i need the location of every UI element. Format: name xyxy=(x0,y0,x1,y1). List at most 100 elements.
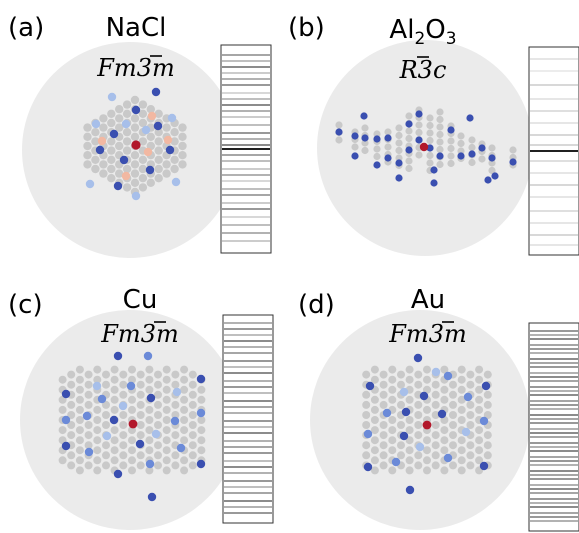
atom-outer-shell xyxy=(141,125,151,135)
atom xyxy=(93,375,102,384)
atom xyxy=(414,370,423,379)
atom-first-shell xyxy=(405,120,413,128)
atom xyxy=(431,390,440,399)
atom xyxy=(75,456,84,465)
atom xyxy=(405,426,414,435)
atom xyxy=(370,395,379,404)
atom xyxy=(370,405,379,414)
atom xyxy=(119,370,128,379)
atom xyxy=(138,155,148,164)
atom xyxy=(457,365,466,374)
atom xyxy=(162,375,171,384)
atom xyxy=(379,461,388,470)
atom xyxy=(84,370,93,379)
panel-b-barcode xyxy=(530,58,578,246)
atom xyxy=(154,155,163,164)
center-atom xyxy=(419,142,429,152)
atom xyxy=(457,446,466,455)
atom xyxy=(154,411,162,419)
atom xyxy=(414,400,423,409)
atom xyxy=(431,411,440,419)
atom xyxy=(128,365,136,374)
atom xyxy=(171,461,180,470)
atom-second-shell xyxy=(97,394,107,404)
atom xyxy=(361,124,369,132)
atom xyxy=(130,169,140,178)
panel-c-label: (c) xyxy=(8,290,43,320)
atom xyxy=(136,411,145,419)
atom xyxy=(145,426,154,435)
atom xyxy=(145,385,154,394)
atom-first-shell xyxy=(415,136,423,144)
center-atom xyxy=(128,419,138,429)
atom xyxy=(99,114,108,123)
atom xyxy=(431,380,440,389)
atom xyxy=(483,441,492,450)
atom xyxy=(423,436,431,445)
atom xyxy=(388,375,397,384)
atom xyxy=(379,390,388,399)
atom-first-shell xyxy=(466,114,474,122)
atom xyxy=(154,174,163,183)
atom xyxy=(468,158,476,167)
atom xyxy=(180,456,189,465)
atom xyxy=(405,375,414,384)
atom xyxy=(388,466,397,475)
atom xyxy=(107,155,116,164)
atom xyxy=(130,132,140,141)
atom xyxy=(138,164,148,174)
atom xyxy=(440,385,449,394)
atom xyxy=(395,131,403,140)
atom-outer-shell xyxy=(171,177,181,187)
atom xyxy=(102,411,110,419)
atom xyxy=(75,385,84,394)
atom-first-shell xyxy=(384,154,392,162)
atom xyxy=(75,436,84,445)
atom-first-shell xyxy=(145,165,155,175)
panel-c-atoms xyxy=(58,351,206,502)
atom xyxy=(107,109,116,119)
atom-first-shell xyxy=(365,381,375,391)
atom xyxy=(436,160,444,169)
panel-a: (a) NaCl Fm3m xyxy=(8,13,272,258)
atom xyxy=(170,128,179,137)
atom-first-shell xyxy=(113,351,123,361)
atom xyxy=(154,370,162,379)
atom xyxy=(107,137,116,146)
center-atom xyxy=(422,420,432,430)
atom xyxy=(379,421,388,429)
panel-c: (c) Cu Fm3m xyxy=(8,285,274,530)
atom xyxy=(440,365,449,374)
atom xyxy=(93,405,102,414)
atom-outer-shell xyxy=(85,179,95,189)
atom xyxy=(102,451,110,460)
atom xyxy=(93,436,102,445)
atom xyxy=(58,375,67,384)
atom xyxy=(122,128,132,137)
atom xyxy=(130,160,140,169)
atom-first-shell xyxy=(491,172,499,180)
atom xyxy=(154,109,163,119)
atom xyxy=(457,466,466,475)
atom xyxy=(449,441,457,450)
atom xyxy=(405,112,413,120)
atom xyxy=(122,137,132,146)
atom xyxy=(178,132,187,141)
atom-first-shell xyxy=(384,134,392,142)
atom xyxy=(414,411,423,419)
atom-outer-shell xyxy=(131,191,141,201)
atom xyxy=(457,456,466,465)
atom xyxy=(170,155,179,164)
atom xyxy=(93,426,102,435)
atom xyxy=(475,446,484,455)
atom xyxy=(483,451,492,460)
atom xyxy=(468,143,476,152)
atom xyxy=(130,95,140,105)
atom xyxy=(395,154,403,162)
atom xyxy=(362,441,371,450)
atom xyxy=(370,375,379,384)
atom xyxy=(75,375,84,384)
atom xyxy=(362,411,371,419)
atom-first-shell xyxy=(360,112,368,120)
atom xyxy=(373,145,381,153)
